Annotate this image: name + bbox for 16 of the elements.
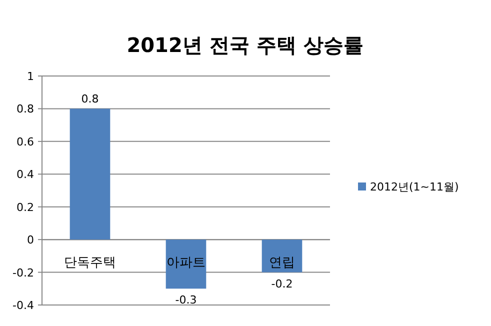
chart-title: 2012년 전국 주택 상승률 [126,33,364,57]
y-tick-label: 0.6 [16,135,34,148]
legend-label: 2012년(1~11월) [370,180,459,194]
y-tick-label: 0.8 [16,102,34,116]
y-tick-label: 1 [27,70,34,83]
data-label: 0.8 [81,92,99,106]
data-label: -0.3 [175,294,197,307]
y-tick-label: 0 [27,234,34,247]
x-tick-label: 연립 [269,256,295,271]
data-label: -0.2 [271,277,293,290]
y-tick-label: 0.4 [16,168,34,182]
y-tick-label: -0.4 [12,299,34,312]
x-tick-label: 아파트 [166,256,206,271]
x-tick-label: 단독주택 [64,256,116,271]
y-tick-label: -0.2 [12,266,34,280]
y-tick-label: 0.2 [16,200,34,214]
